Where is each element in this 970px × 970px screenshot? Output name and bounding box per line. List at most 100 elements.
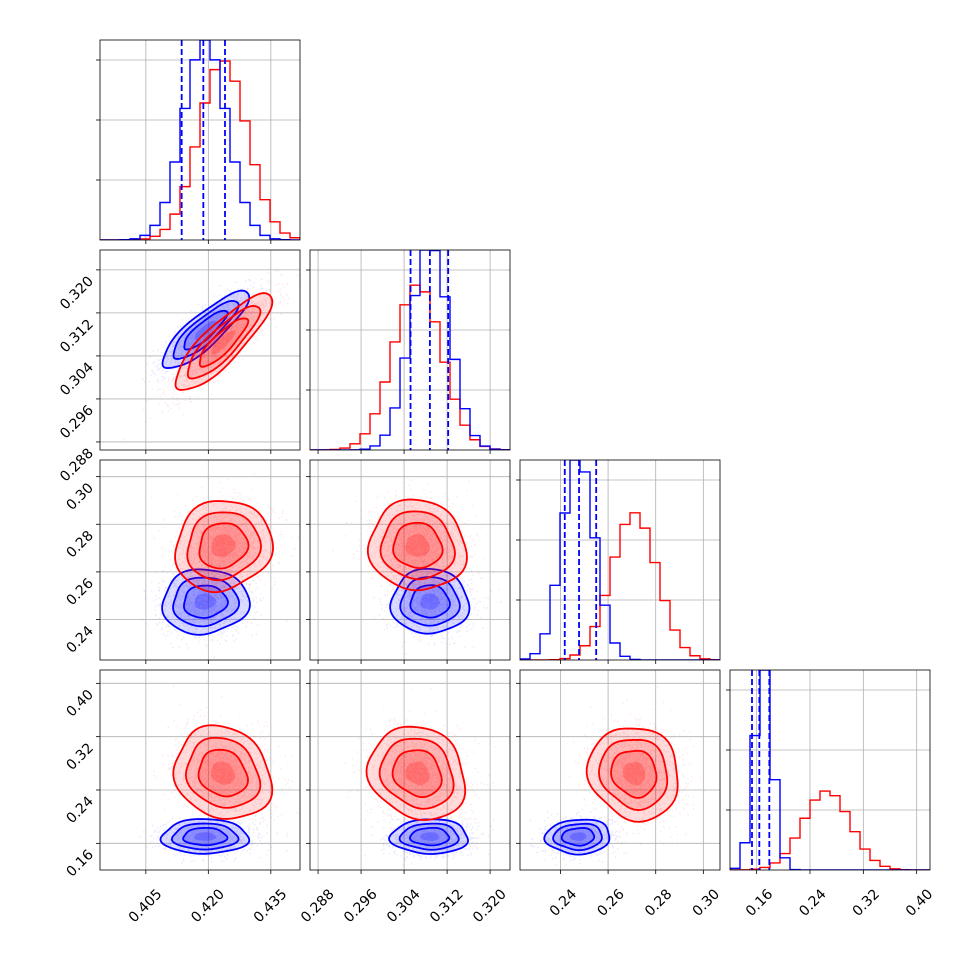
scatter-points: [566, 686, 706, 854]
x-tick-label: 0.312: [427, 886, 467, 926]
density-fill: [175, 500, 274, 593]
density-fill: [194, 593, 217, 610]
x-tick-label: 0.320: [470, 886, 510, 926]
series-0-layer: [141, 552, 288, 658]
density-fill: [570, 832, 587, 842]
panel-plot-area: [141, 473, 300, 658]
series-0-layer: [139, 810, 288, 864]
density-fill: [187, 305, 261, 379]
x-tick-label: 0.435: [251, 886, 291, 926]
panel-frame: [309, 459, 511, 661]
contour-line: [399, 576, 461, 627]
density-fill: [420, 832, 440, 842]
density-fill: [211, 330, 236, 355]
histogram-series-1: [730, 790, 930, 870]
contour-line: [159, 818, 251, 855]
contour-line: [392, 521, 444, 569]
x-tick-label: 0.296: [341, 886, 381, 926]
x-tick-label: 0.304: [384, 886, 424, 926]
contour-line: [560, 827, 596, 847]
contour-line: [365, 725, 467, 821]
density-fill: [194, 320, 217, 340]
density-fill: [611, 750, 657, 798]
series-1-layer: [153, 680, 298, 856]
y-tick-label: 0.16: [63, 847, 96, 880]
contour-line: [388, 818, 469, 855]
x-tick-label: 0.288: [298, 886, 338, 926]
panel-plot-area: [122, 259, 300, 441]
y-tick-label: 0.24: [63, 623, 96, 656]
contour-line: [197, 748, 249, 798]
y-tick-label: 0.28: [63, 528, 96, 561]
x-tick-label: 0.32: [850, 886, 883, 919]
x-tick-label: 0.24: [547, 886, 580, 919]
contour-line: [379, 510, 456, 581]
panel-frame: [729, 669, 931, 871]
density-fill: [410, 585, 450, 618]
contour-line: [186, 305, 262, 380]
density-fill: [194, 832, 217, 841]
y-tick-label: 0.296: [57, 402, 97, 442]
panel-plot-area: [100, 40, 300, 240]
contour-line: [161, 289, 251, 369]
scatter-points: [150, 473, 300, 615]
panel-plot-area: [310, 250, 510, 450]
contour-line: [198, 522, 250, 570]
density-fill: [199, 523, 249, 569]
panel-1-0: [96, 250, 300, 454]
x-tick-label: 0.40: [903, 886, 936, 919]
scatter-points: [529, 808, 635, 866]
contour-line: [585, 727, 679, 823]
y-tick-label: 0.40: [63, 687, 96, 720]
panel-3-3: [726, 670, 930, 874]
panel-2-1: [306, 460, 510, 664]
contour-line: [186, 511, 262, 582]
density-fill: [366, 726, 466, 821]
series-0-layer: [364, 807, 495, 866]
x-tick-label: 0.28: [642, 886, 675, 919]
density-fill: [173, 300, 239, 359]
scatter-points: [364, 807, 495, 866]
panel-plot-area: [139, 680, 298, 864]
panel-frame: [99, 669, 301, 871]
contour-line: [172, 299, 240, 360]
y-tick-label: 0.26: [63, 575, 96, 608]
density-fill: [211, 534, 236, 557]
scatter-points: [122, 259, 300, 441]
density-fill: [162, 569, 250, 635]
panel-frame: [519, 669, 721, 871]
contour-line: [409, 826, 451, 847]
series-1-layer: [344, 688, 496, 848]
panel-frame: [309, 669, 511, 871]
y-tick-label: 0.312: [57, 316, 97, 356]
panel-frame: [309, 249, 511, 451]
scatter-points: [344, 688, 496, 848]
x-tick-label: 0.16: [743, 886, 776, 919]
panel-frame: [99, 459, 301, 661]
panel-background: [520, 460, 720, 660]
contour-line: [398, 822, 460, 851]
x-tick-label: 0.405: [126, 886, 166, 926]
series-0-layer: [373, 544, 502, 655]
histogram-series-0: [100, 40, 300, 240]
scatter-points: [373, 544, 502, 655]
panel-frame: [99, 39, 301, 241]
scatter-points: [141, 552, 288, 658]
panel-frame: [519, 459, 721, 661]
series-1-layer: [122, 259, 300, 441]
panel-2-2: [516, 460, 720, 664]
contour-line: [170, 822, 240, 851]
panel-2-0: [96, 460, 300, 664]
contour-line: [552, 822, 603, 852]
contour-line: [172, 724, 274, 820]
contour-line: [198, 317, 250, 368]
panel-background: [730, 670, 930, 870]
series-1-layer: [566, 686, 706, 854]
x-tick-label: 0.26: [594, 886, 627, 919]
density-fill: [561, 827, 595, 846]
panel-0-0: [96, 40, 300, 244]
x-tick-label: 0.24: [796, 886, 829, 919]
contour-line: [378, 737, 455, 810]
